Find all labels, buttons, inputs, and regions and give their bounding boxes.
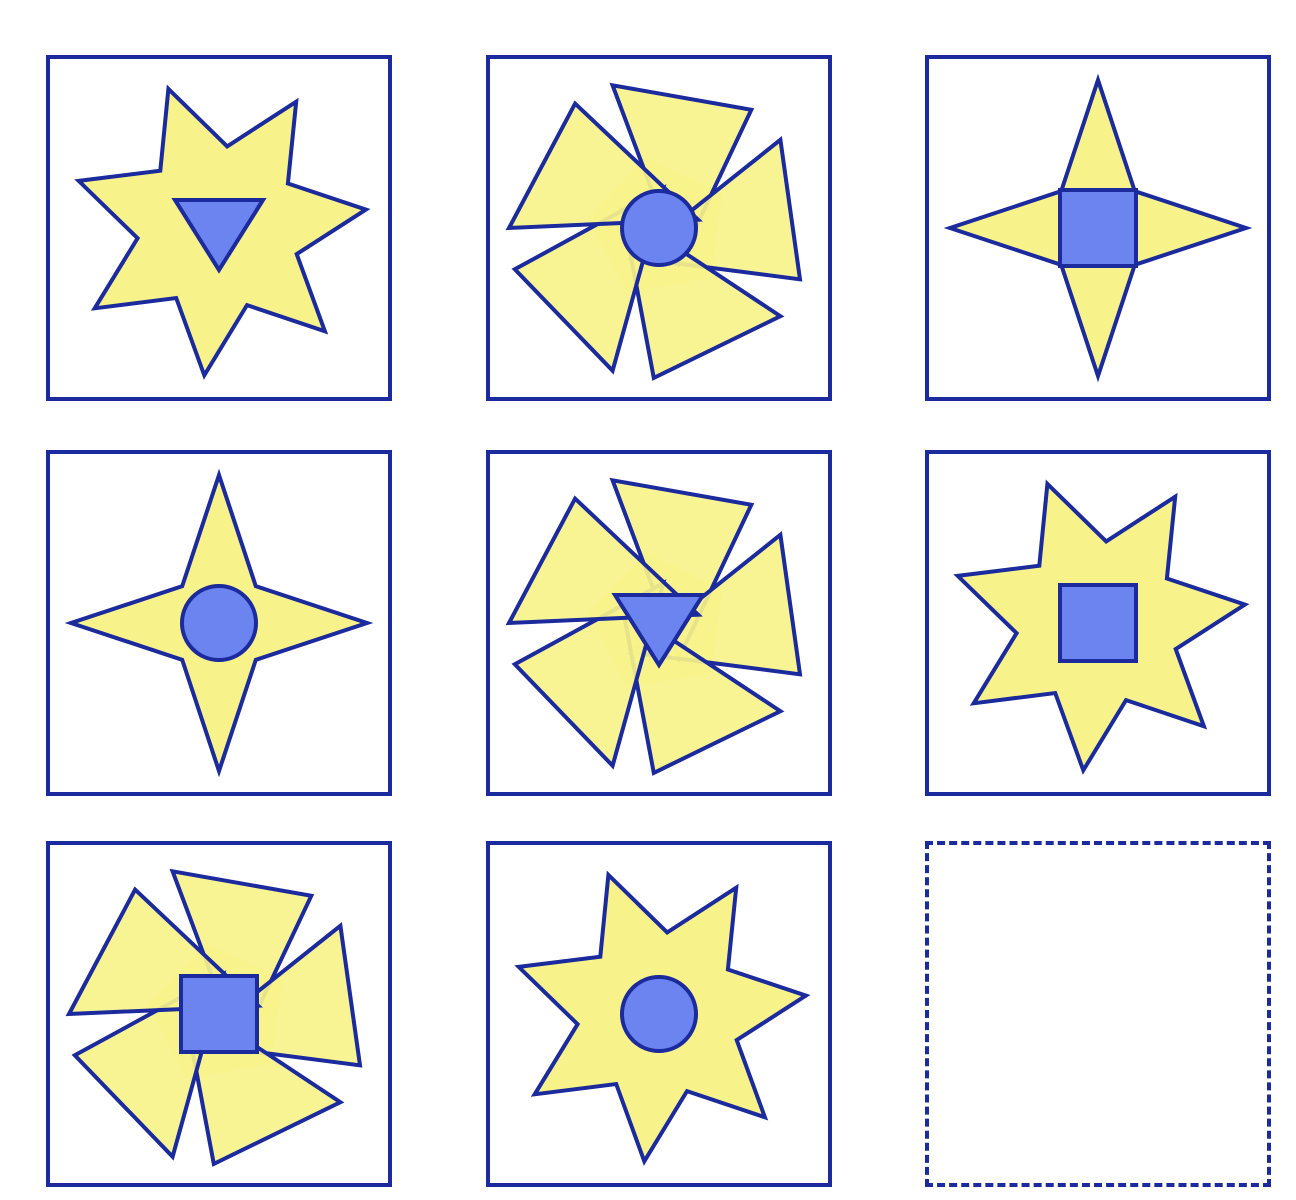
cell-figure bbox=[65, 868, 363, 1167]
triangle bbox=[611, 593, 707, 669]
triangle bbox=[171, 198, 267, 274]
square bbox=[1058, 188, 1138, 268]
cell-2-3 bbox=[925, 450, 1271, 796]
pinwheel-blade bbox=[505, 495, 703, 626]
cell-2-1 bbox=[46, 450, 392, 796]
cell-1-1 bbox=[46, 55, 392, 401]
cell-figure bbox=[943, 73, 1253, 383]
square bbox=[1058, 583, 1138, 663]
cell-1-2 bbox=[486, 55, 832, 401]
pinwheel-blade bbox=[511, 579, 667, 770]
cell-figure bbox=[64, 468, 374, 778]
circle bbox=[620, 189, 698, 267]
cell-3-2 bbox=[486, 841, 832, 1187]
cell-figure bbox=[505, 82, 803, 381]
cell-figure bbox=[953, 479, 1250, 775]
square bbox=[179, 974, 259, 1054]
answer-slot[interactable] bbox=[925, 841, 1271, 1187]
cell-figure bbox=[514, 870, 811, 1166]
cell-figure bbox=[74, 84, 371, 380]
cell-figure bbox=[505, 477, 803, 776]
cell-3-1 bbox=[46, 841, 392, 1187]
cell-2-2 bbox=[486, 450, 832, 796]
circle bbox=[180, 584, 258, 662]
circle bbox=[620, 975, 698, 1053]
cell-1-3 bbox=[925, 55, 1271, 401]
